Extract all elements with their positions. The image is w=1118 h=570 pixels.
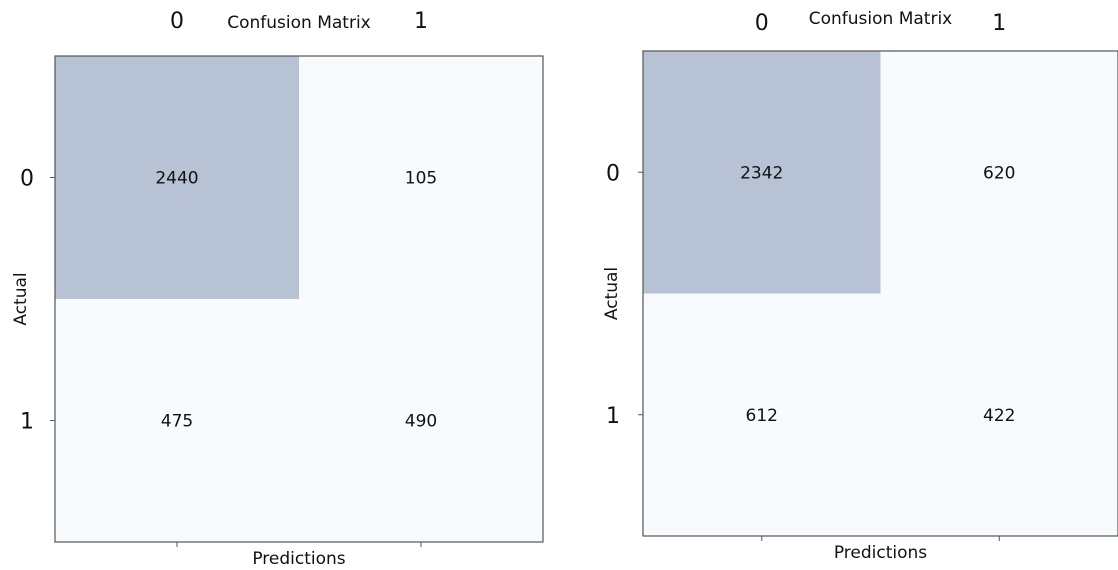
confusion-matrix-2: 2342 620 612 422 0 1 0 1 Confusion Matrix Predict… (602, 9, 1118, 563)
cell-value-0-0: 2342 (740, 163, 783, 183)
cell-value-1-1: 490 (405, 412, 437, 432)
x-axis-label: Predictions (834, 543, 927, 563)
x-tick-label-1: 1 (992, 11, 1006, 36)
x-tick-label-1: 1 (414, 9, 428, 34)
y-axis-label: Actual (602, 267, 622, 320)
y-tick-label-0: 0 (606, 161, 620, 186)
y-tick-label-1: 1 (20, 410, 34, 435)
cell-value-1-0: 612 (746, 406, 778, 426)
y-axis-label: Actual (11, 272, 31, 325)
cell-value-1-0: 475 (161, 412, 193, 432)
chart-title: Confusion Matrix (227, 13, 371, 33)
y-tick-label-0: 0 (20, 167, 34, 192)
x-tick-label-0: 0 (755, 11, 769, 36)
cell-value-0-1: 620 (983, 163, 1015, 183)
x-tick-label-0: 0 (170, 9, 184, 34)
chart-title: Confusion Matrix (809, 9, 953, 29)
y-tick-label-1: 1 (606, 404, 620, 429)
cell-value-1-1: 422 (983, 406, 1015, 426)
cell-value-0-1: 105 (405, 169, 437, 189)
confusion-matrix-1: 2440 105 475 490 0 1 0 1 Confusion Matrix Predict… (11, 9, 543, 569)
x-axis-label: Predictions (252, 549, 345, 569)
cell-value-0-0: 2440 (155, 169, 198, 189)
